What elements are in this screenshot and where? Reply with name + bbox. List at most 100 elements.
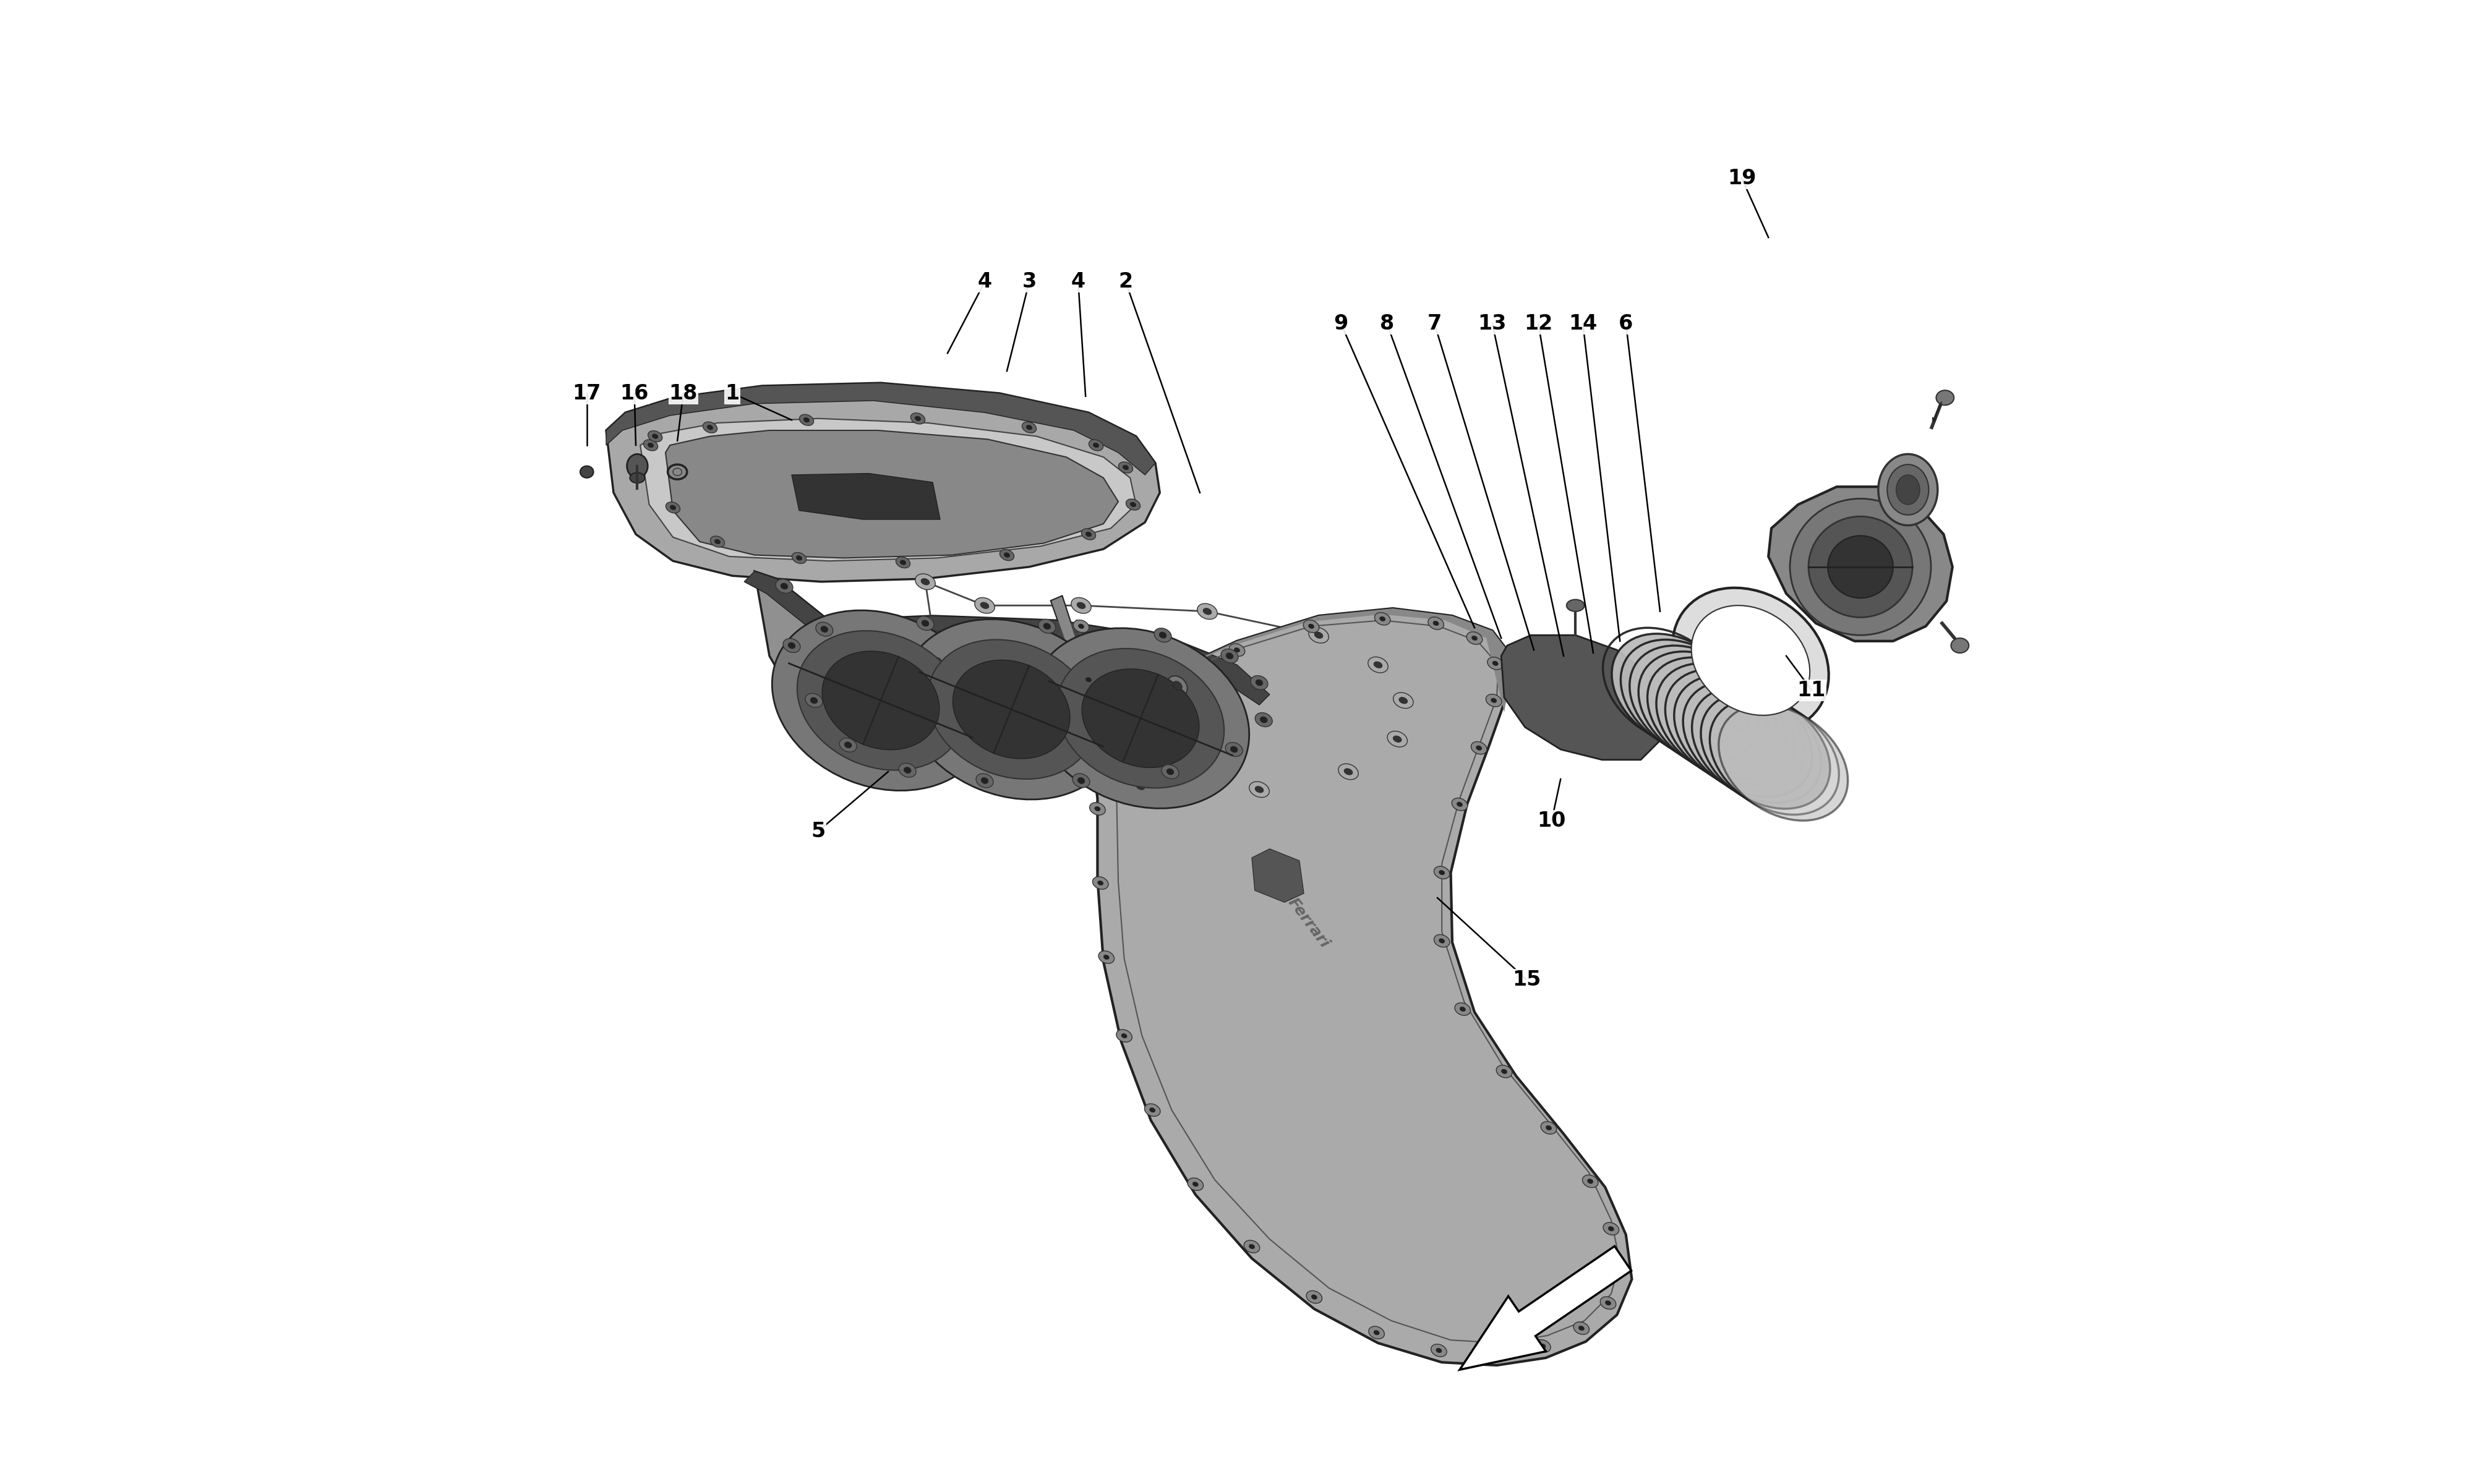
Text: 19: 19 <box>1727 168 1757 188</box>
Ellipse shape <box>1455 1003 1470 1015</box>
Ellipse shape <box>1692 605 1811 715</box>
Ellipse shape <box>1254 712 1272 727</box>
Ellipse shape <box>1056 649 1225 788</box>
Ellipse shape <box>1603 1223 1618 1235</box>
Polygon shape <box>606 383 1160 582</box>
Ellipse shape <box>1440 938 1445 944</box>
Ellipse shape <box>896 556 910 568</box>
Ellipse shape <box>1173 681 1183 690</box>
Polygon shape <box>606 383 1155 475</box>
Ellipse shape <box>1546 1125 1551 1131</box>
Ellipse shape <box>1150 1107 1155 1113</box>
Ellipse shape <box>1230 644 1244 656</box>
Ellipse shape <box>1440 870 1445 876</box>
Ellipse shape <box>1032 757 1051 772</box>
Ellipse shape <box>1492 1350 1497 1356</box>
Ellipse shape <box>1131 502 1136 508</box>
Ellipse shape <box>980 603 990 608</box>
Ellipse shape <box>1168 675 1188 696</box>
Ellipse shape <box>915 416 920 421</box>
Ellipse shape <box>1611 634 1742 749</box>
Ellipse shape <box>1648 657 1776 773</box>
Ellipse shape <box>1126 499 1141 510</box>
Ellipse shape <box>1682 681 1813 797</box>
Ellipse shape <box>1630 646 1759 761</box>
Text: 14: 14 <box>1569 313 1598 334</box>
Ellipse shape <box>1534 1340 1551 1352</box>
Ellipse shape <box>777 579 792 594</box>
Polygon shape <box>1507 641 1645 757</box>
Ellipse shape <box>1487 657 1504 669</box>
Ellipse shape <box>1578 1325 1583 1331</box>
Ellipse shape <box>797 631 965 770</box>
Text: 3: 3 <box>1022 272 1037 292</box>
Ellipse shape <box>1435 935 1450 947</box>
Ellipse shape <box>1719 705 1848 821</box>
Text: 8: 8 <box>1380 313 1395 334</box>
Ellipse shape <box>901 559 905 565</box>
Polygon shape <box>1051 597 1633 1365</box>
Ellipse shape <box>1583 1175 1598 1187</box>
Ellipse shape <box>648 430 663 442</box>
Ellipse shape <box>1039 619 1056 634</box>
Ellipse shape <box>1376 613 1390 625</box>
Polygon shape <box>1502 635 1663 760</box>
Ellipse shape <box>1380 616 1385 622</box>
Ellipse shape <box>1079 623 1084 629</box>
Ellipse shape <box>1022 421 1037 433</box>
Ellipse shape <box>1163 764 1178 779</box>
Ellipse shape <box>1004 552 1009 558</box>
Ellipse shape <box>1435 1347 1442 1353</box>
Ellipse shape <box>1227 653 1232 659</box>
Ellipse shape <box>1094 806 1101 812</box>
Ellipse shape <box>1158 677 1173 689</box>
Ellipse shape <box>1079 778 1084 784</box>
Ellipse shape <box>1108 718 1113 724</box>
Ellipse shape <box>1606 1300 1611 1306</box>
Ellipse shape <box>631 472 646 484</box>
Ellipse shape <box>952 660 1069 758</box>
Ellipse shape <box>648 442 653 448</box>
Ellipse shape <box>1393 736 1403 742</box>
Text: 13: 13 <box>1477 313 1507 334</box>
Ellipse shape <box>1427 617 1445 629</box>
Text: 15: 15 <box>1512 969 1541 990</box>
Text: 4: 4 <box>977 272 992 292</box>
Ellipse shape <box>1168 769 1173 775</box>
Text: Ferrari: Ferrari <box>1284 895 1331 951</box>
Text: 5: 5 <box>811 821 826 841</box>
Ellipse shape <box>1573 1322 1588 1334</box>
Polygon shape <box>792 473 940 519</box>
Ellipse shape <box>1895 475 1920 505</box>
Ellipse shape <box>1432 620 1440 626</box>
Ellipse shape <box>910 413 925 424</box>
Ellipse shape <box>1086 677 1091 683</box>
Ellipse shape <box>1472 742 1487 754</box>
Ellipse shape <box>1452 798 1467 810</box>
Ellipse shape <box>1492 697 1497 703</box>
Text: 10: 10 <box>1536 810 1566 831</box>
Ellipse shape <box>799 414 814 426</box>
Ellipse shape <box>1044 623 1051 629</box>
Ellipse shape <box>1613 1263 1628 1275</box>
Ellipse shape <box>1076 603 1086 608</box>
Ellipse shape <box>1492 660 1499 666</box>
Ellipse shape <box>807 693 821 708</box>
Polygon shape <box>755 571 1269 784</box>
Ellipse shape <box>1457 801 1462 807</box>
Ellipse shape <box>1071 598 1091 613</box>
Ellipse shape <box>1027 424 1032 430</box>
Ellipse shape <box>1249 782 1269 797</box>
Ellipse shape <box>977 773 992 788</box>
Text: 16: 16 <box>621 383 648 404</box>
Ellipse shape <box>1618 1266 1623 1272</box>
Ellipse shape <box>1791 499 1930 635</box>
Ellipse shape <box>844 742 851 748</box>
Ellipse shape <box>1098 880 1103 886</box>
Ellipse shape <box>772 610 990 791</box>
Ellipse shape <box>1118 462 1133 473</box>
Ellipse shape <box>1467 632 1482 644</box>
Ellipse shape <box>1163 680 1168 686</box>
Ellipse shape <box>821 651 940 749</box>
Text: 2: 2 <box>1118 272 1133 292</box>
